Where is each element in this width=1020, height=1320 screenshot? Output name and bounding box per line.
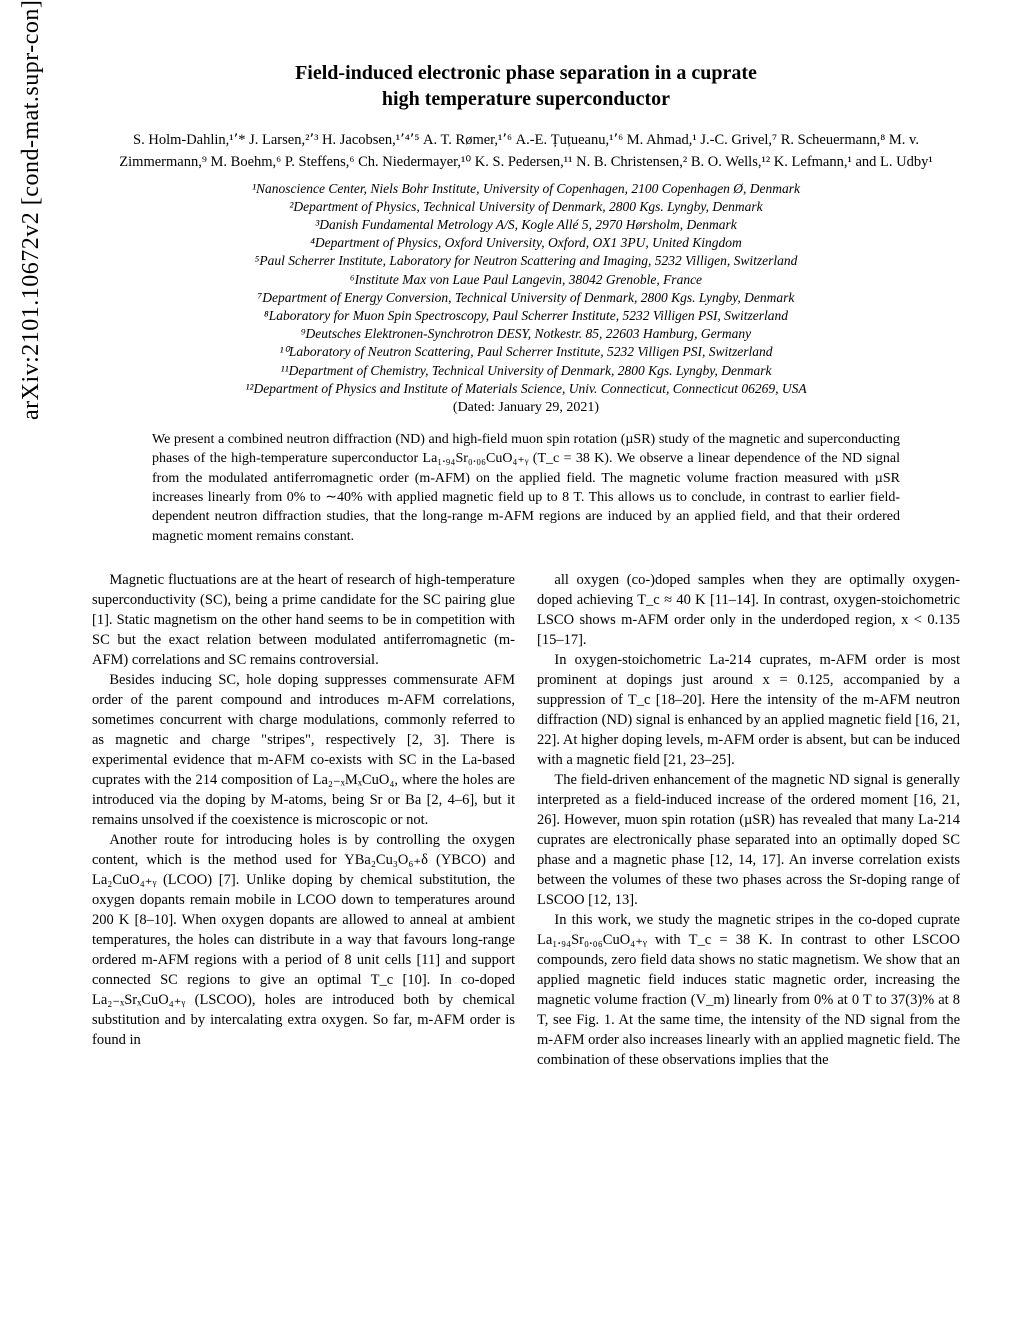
paragraph: Another route for introducing holes is b…	[92, 830, 515, 1050]
title-line-2: high temperature superconductor	[382, 88, 670, 110]
arxiv-identifier: arXiv:2101.10672v2 [cond-mat.supr-con] 2…	[18, 0, 45, 420]
affiliation: ⁸Laboratory for Muon Spin Spectroscopy, …	[92, 307, 960, 325]
date-line: (Dated: January 29, 2021)	[92, 400, 960, 416]
paragraph: Magnetic fluctuations are at the heart o…	[92, 570, 515, 670]
paragraph: In oxygen-stoichometric La-214 cuprates,…	[537, 650, 960, 770]
affiliation: ⁵Paul Scherrer Institute, Laboratory for…	[92, 252, 960, 270]
affiliation: ⁷Department of Energy Conversion, Techni…	[92, 289, 960, 307]
affiliation: ⁹Deutsches Elektronen-Synchrotron DESY, …	[92, 325, 960, 343]
affiliation: ¹Nanoscience Center, Niels Bohr Institut…	[92, 180, 960, 198]
affiliation-list: ¹Nanoscience Center, Niels Bohr Institut…	[92, 180, 960, 399]
affiliation: ⁴Department of Physics, Oxford Universit…	[92, 234, 960, 252]
paragraph: all oxygen (co-)doped samples when they …	[537, 570, 960, 650]
paragraph: In this work, we study the magnetic stri…	[537, 910, 960, 1070]
paper-content: Field-induced electronic phase separatio…	[92, 60, 960, 1070]
body-text: Magnetic fluctuations are at the heart o…	[92, 570, 960, 1070]
affiliation: ³Danish Fundamental Metrology A/S, Kogle…	[92, 216, 960, 234]
title-line-1: Field-induced electronic phase separatio…	[295, 62, 757, 84]
paper-title: Field-induced electronic phase separatio…	[92, 60, 960, 112]
paragraph: Besides inducing SC, hole doping suppres…	[92, 670, 515, 830]
author-list: S. Holm-Dahlin,¹٬* J. Larsen,²٬³ H. Jaco…	[92, 130, 960, 174]
paragraph: The field-driven enhancement of the magn…	[537, 770, 960, 910]
affiliation: ⁶Institute Max von Laue Paul Langevin, 3…	[92, 271, 960, 289]
abstract: We present a combined neutron diffractio…	[152, 430, 900, 546]
affiliation: ¹⁰Laboratory of Neutron Scattering, Paul…	[92, 343, 960, 361]
affiliation: ²Department of Physics, Technical Univer…	[92, 198, 960, 216]
affiliation: ¹²Department of Physics and Institute of…	[92, 380, 960, 398]
affiliation: ¹¹Department of Chemistry, Technical Uni…	[92, 362, 960, 380]
